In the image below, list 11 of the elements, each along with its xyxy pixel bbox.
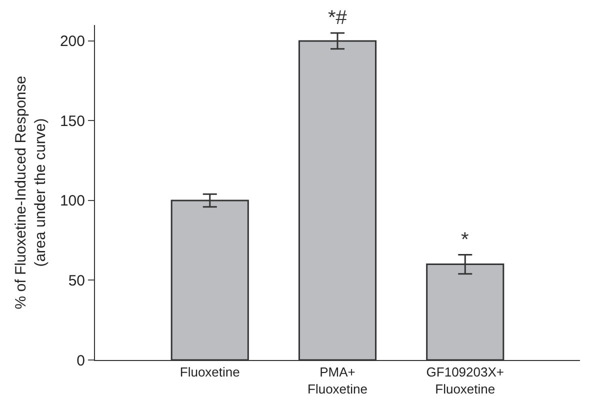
annotation: *#: [328, 7, 348, 29]
x-tick-label: Fluoxetine: [180, 364, 240, 380]
y-axis-title: % of Fluoxetine-Induced Response (area under the curve): [12, 76, 50, 310]
y-tick-label: 200: [60, 33, 85, 50]
y-tick-label: 0: [76, 352, 85, 370]
annotation: *: [461, 229, 469, 251]
y-tick-label: 50: [68, 272, 85, 290]
y-tick-label: 150: [60, 112, 85, 130]
x-tick-label: PMA+ Fluoxetine: [308, 364, 368, 396]
y-tick-label: 100: [60, 192, 85, 210]
x-tick-label: GF109203X+ Fluoxetine: [426, 364, 504, 396]
